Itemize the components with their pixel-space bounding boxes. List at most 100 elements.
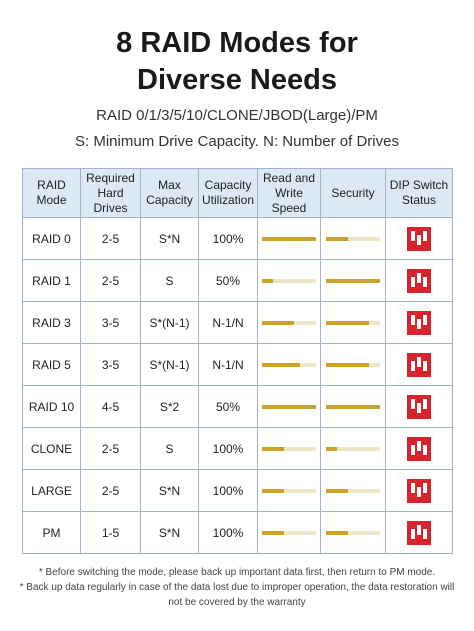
cell: PM xyxy=(22,511,81,554)
cell: RAID 0 xyxy=(22,217,81,260)
level-cell xyxy=(320,427,386,470)
table-row: CLONE 2-5 S 100% xyxy=(22,427,453,470)
subtitle: RAID 0/1/3/5/10/CLONE/JBOD(Large)/PM xyxy=(96,107,378,124)
switch xyxy=(417,356,421,367)
switch xyxy=(411,276,415,287)
level-track xyxy=(262,321,316,326)
cell: 100% xyxy=(198,511,258,554)
level-track xyxy=(262,531,316,536)
level-bar xyxy=(262,279,273,284)
cell: S*(N-1) xyxy=(140,343,199,386)
level-track xyxy=(326,237,380,242)
cell: S*N xyxy=(140,511,199,554)
switch xyxy=(417,234,421,245)
level-cell xyxy=(320,301,386,344)
level-track xyxy=(326,279,380,284)
cell: 2-5 xyxy=(80,427,141,470)
level-cell xyxy=(257,427,321,470)
cell: 50% xyxy=(198,259,258,302)
footnote: * Before switching the mode, please back… xyxy=(38,567,436,578)
switch xyxy=(423,444,427,455)
switch xyxy=(417,440,421,451)
level-cell xyxy=(320,259,386,302)
switch xyxy=(423,276,427,287)
switch xyxy=(411,314,415,325)
switch xyxy=(417,524,421,535)
footnote: * Back up data regularly in case of the … xyxy=(19,582,455,593)
table-row: RAID 0 2-5 S*N 100% xyxy=(22,217,453,260)
table-row: LARGE 2-5 S*N 100% xyxy=(22,469,453,512)
cell: 100% xyxy=(198,469,258,512)
cell: LARGE xyxy=(22,469,81,512)
cell: 3-5 xyxy=(80,301,141,344)
dip-switch-icon xyxy=(407,478,431,503)
cell: CLONE xyxy=(22,427,81,470)
level-track xyxy=(326,447,380,452)
dip-switch-icon xyxy=(407,226,431,251)
level-track xyxy=(262,447,316,452)
level-cell xyxy=(320,217,386,260)
cell: 2-5 xyxy=(80,259,141,302)
level-cell xyxy=(320,343,386,386)
level-track xyxy=(262,489,316,494)
level-cell xyxy=(257,301,321,344)
level-bar xyxy=(262,489,284,494)
level-bar xyxy=(326,237,348,242)
level-bar xyxy=(326,321,370,326)
cell: 2-5 xyxy=(80,217,141,260)
switch xyxy=(417,486,421,497)
level-cell xyxy=(320,469,386,512)
column-header: Read and Write Speed xyxy=(257,168,321,218)
dip-switch-icon xyxy=(407,352,431,377)
cell: S xyxy=(140,427,199,470)
switch xyxy=(423,230,427,241)
level-bar xyxy=(262,405,316,410)
switch xyxy=(411,444,415,455)
cell: 3-5 xyxy=(80,343,141,386)
switch xyxy=(411,360,415,371)
switch xyxy=(411,482,415,493)
table-row: RAID 10 4-5 S*2 50% xyxy=(22,385,453,428)
level-track xyxy=(326,489,380,494)
level-track xyxy=(262,279,316,284)
cell: N-1/N xyxy=(198,343,258,386)
level-track xyxy=(262,363,316,368)
cell: N-1/N xyxy=(198,301,258,344)
cell: S xyxy=(140,259,199,302)
switch xyxy=(423,528,427,539)
level-bar xyxy=(326,405,380,410)
dip-switch-icon xyxy=(407,268,431,293)
switch xyxy=(411,230,415,241)
level-cell xyxy=(257,343,321,386)
cell: 2-5 xyxy=(80,469,141,512)
cell: 100% xyxy=(198,217,258,260)
level-cell xyxy=(257,469,321,512)
table-row: RAID 3 3-5 S*(N-1) N-1/N xyxy=(22,301,453,344)
switch xyxy=(411,398,415,409)
level-bar xyxy=(326,489,348,494)
level-track xyxy=(262,237,316,242)
cell: RAID 3 xyxy=(22,301,81,344)
switch xyxy=(417,318,421,329)
dip-cell xyxy=(385,259,453,302)
level-bar xyxy=(262,363,300,368)
cell: 4-5 xyxy=(80,385,141,428)
raid-table: RAID Mode Required Hard Drives Max Capacit… xyxy=(22,168,453,554)
level-bar xyxy=(326,363,370,368)
cell: S*N xyxy=(140,469,199,512)
level-cell xyxy=(257,259,321,302)
cell: 50% xyxy=(198,385,258,428)
level-cell xyxy=(257,217,321,260)
column-header: DIP Switch Status xyxy=(385,168,453,218)
dip-switch-icon xyxy=(407,436,431,461)
level-track xyxy=(326,405,380,410)
level-track xyxy=(326,321,380,326)
level-cell xyxy=(257,511,321,554)
switch xyxy=(411,528,415,539)
cell: RAID 10 xyxy=(22,385,81,428)
level-cell xyxy=(320,511,386,554)
level-cell xyxy=(320,385,386,428)
cell: S*2 xyxy=(140,385,199,428)
switch xyxy=(417,402,421,413)
